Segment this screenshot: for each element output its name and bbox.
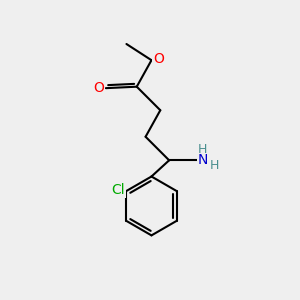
Text: H: H bbox=[198, 142, 207, 156]
Text: O: O bbox=[93, 81, 104, 95]
Text: H: H bbox=[210, 159, 220, 172]
Text: O: O bbox=[153, 52, 164, 66]
Text: N: N bbox=[197, 153, 208, 167]
Text: Cl: Cl bbox=[111, 183, 124, 197]
